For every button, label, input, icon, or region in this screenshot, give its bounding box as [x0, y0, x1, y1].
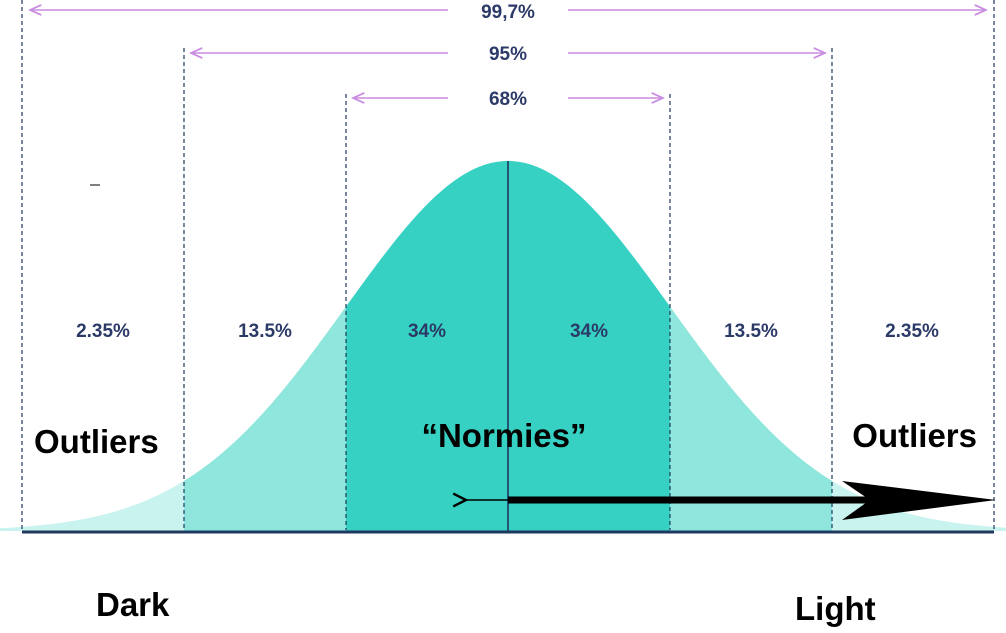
- segment-label-tail-left: 2.35%: [76, 321, 130, 342]
- band-tail-left: [0, 161, 184, 531]
- thick-right-arrow-head: [842, 481, 996, 520]
- label-outliers-left: Outliers: [34, 423, 159, 460]
- band-mid-right: [670, 161, 832, 531]
- span-label-68: 68%: [489, 89, 527, 110]
- span-label-95: 95%: [489, 44, 527, 65]
- segment-label-center-right: 34%: [570, 321, 608, 342]
- band-tail-right: [832, 161, 1006, 531]
- label-outliers-right: Outliers: [852, 417, 977, 454]
- segment-label-mid-right: 13.5%: [724, 321, 778, 342]
- label-dark: Dark: [96, 586, 170, 623]
- label-light: Light: [795, 590, 876, 627]
- segment-label-tail-right: 2.35%: [885, 321, 939, 342]
- band-mid-left: [184, 161, 346, 531]
- segment-label-center-left: 34%: [408, 321, 446, 342]
- segment-label-mid-left: 13.5%: [238, 321, 292, 342]
- label-normies: “Normies”: [421, 417, 586, 454]
- span-label-99-7: 99,7%: [481, 2, 535, 23]
